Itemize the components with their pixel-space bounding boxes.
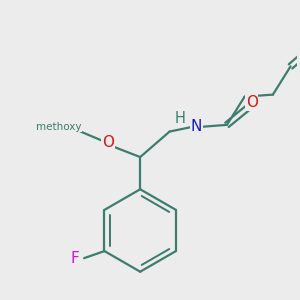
Text: H: H xyxy=(174,111,185,126)
Text: N: N xyxy=(190,119,202,134)
Text: F: F xyxy=(70,251,80,266)
Text: O: O xyxy=(246,95,258,110)
Text: O: O xyxy=(102,135,114,150)
Text: methoxy: methoxy xyxy=(36,122,82,132)
